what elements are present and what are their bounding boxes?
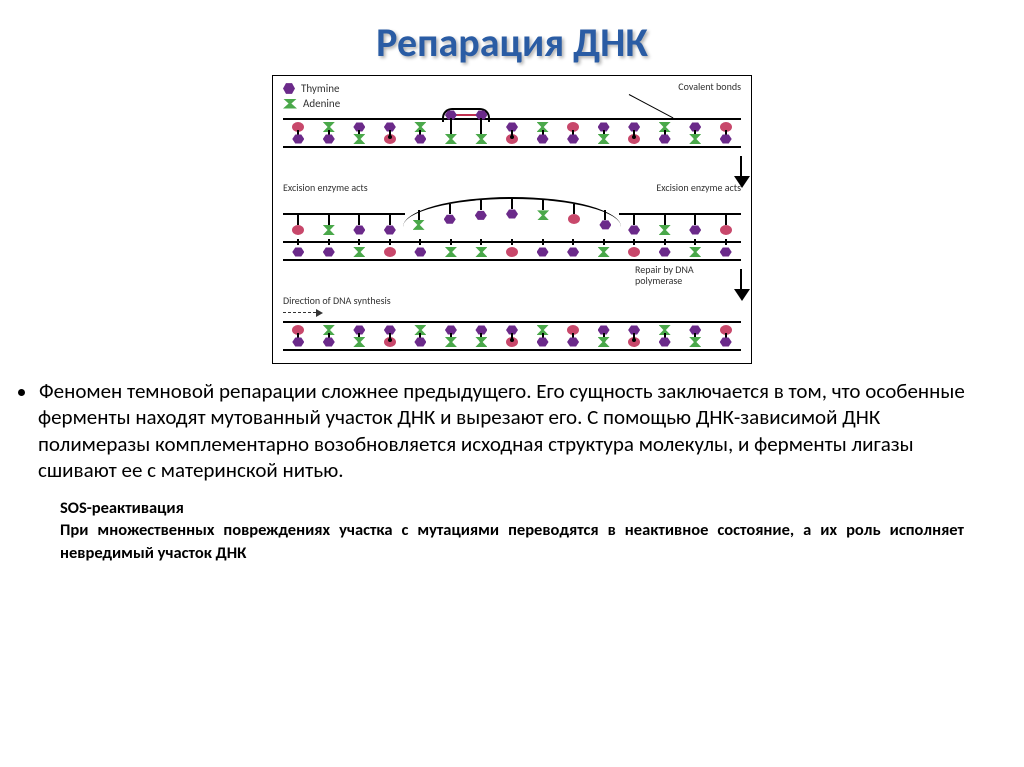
base-pair [291, 325, 305, 347]
excised-base [598, 210, 612, 232]
dna-strand-stage3 [283, 321, 741, 351]
base-pair [474, 122, 488, 144]
base-pair [352, 325, 366, 347]
base-pair [291, 122, 305, 144]
base-pair [322, 122, 336, 144]
covalent-bond-label: Covalent bonds [678, 82, 741, 93]
base-pair [536, 325, 550, 347]
base-bottom [506, 247, 518, 257]
base-bottom [567, 247, 579, 257]
excision-label-right: Excision enzyme acts [651, 182, 741, 193]
base-pair [566, 325, 580, 347]
base-pair [505, 122, 519, 144]
dna-repair-diagram: Thymine Adenine Covalent bonds Excision … [272, 75, 752, 364]
legend-thymine-label: Thymine [301, 82, 339, 95]
base-bottom [689, 247, 701, 257]
excised-base [567, 204, 581, 226]
base-pair [322, 325, 336, 347]
base-bottom [659, 247, 671, 257]
excised-base [443, 204, 457, 226]
legend-adenine-label: Adenine [303, 97, 340, 110]
base-pair [413, 122, 427, 144]
base-bottom [598, 247, 610, 257]
base-pair [536, 122, 550, 144]
base-pair [719, 122, 733, 144]
base-bottom [353, 247, 365, 257]
base-pair [597, 122, 611, 144]
paragraph-dark-repair: Феномен темновой репарации сложнее преды… [0, 378, 1024, 483]
base-bottom [323, 247, 335, 257]
repair-label: Repair by DNA polymerase [635, 265, 735, 286]
base-pair [688, 122, 702, 144]
base-bottom [414, 247, 426, 257]
base-pair [352, 122, 366, 144]
paragraph-sos: SOS-реактивация При множественных повреж… [0, 497, 1024, 564]
excised-base [505, 199, 519, 221]
legend-thymine: Thymine [283, 82, 340, 95]
base-bottom [445, 247, 457, 257]
adenine-icon [283, 99, 297, 109]
base-pair [719, 325, 733, 347]
base-pair [597, 325, 611, 347]
base-pair [627, 325, 641, 347]
base-bottom [475, 247, 487, 257]
base-pair [688, 325, 702, 347]
base-pair [444, 122, 458, 144]
legend-adenine: Adenine [283, 97, 340, 110]
base-bottom [720, 247, 732, 257]
excised-base [412, 210, 426, 232]
base-pair [383, 122, 397, 144]
base-bottom [292, 247, 304, 257]
excised-base [474, 200, 488, 222]
base-pair [566, 122, 580, 144]
bullet-icon [18, 389, 25, 396]
base-bottom [384, 247, 396, 257]
base-pair [444, 325, 458, 347]
page-title: Репарация ДНК [0, 0, 1024, 67]
base-pair [658, 325, 672, 347]
base-pair [383, 325, 397, 347]
excised-base [536, 200, 550, 222]
base-pair [474, 325, 488, 347]
thymine-icon [283, 83, 295, 95]
dna-strand-stage1 [283, 118, 741, 148]
base-bottom [628, 247, 640, 257]
base-pair [627, 122, 641, 144]
base-pair [505, 325, 519, 347]
synthesis-direction-label: Direction of DNA synthesis [283, 295, 413, 317]
base-pair [413, 325, 427, 347]
excision-label-left: Excision enzyme acts [283, 182, 373, 193]
dashed-arrow-icon [283, 312, 321, 313]
dna-strand-stage2 [283, 197, 741, 261]
base-bottom [537, 247, 549, 257]
base-pair [658, 122, 672, 144]
